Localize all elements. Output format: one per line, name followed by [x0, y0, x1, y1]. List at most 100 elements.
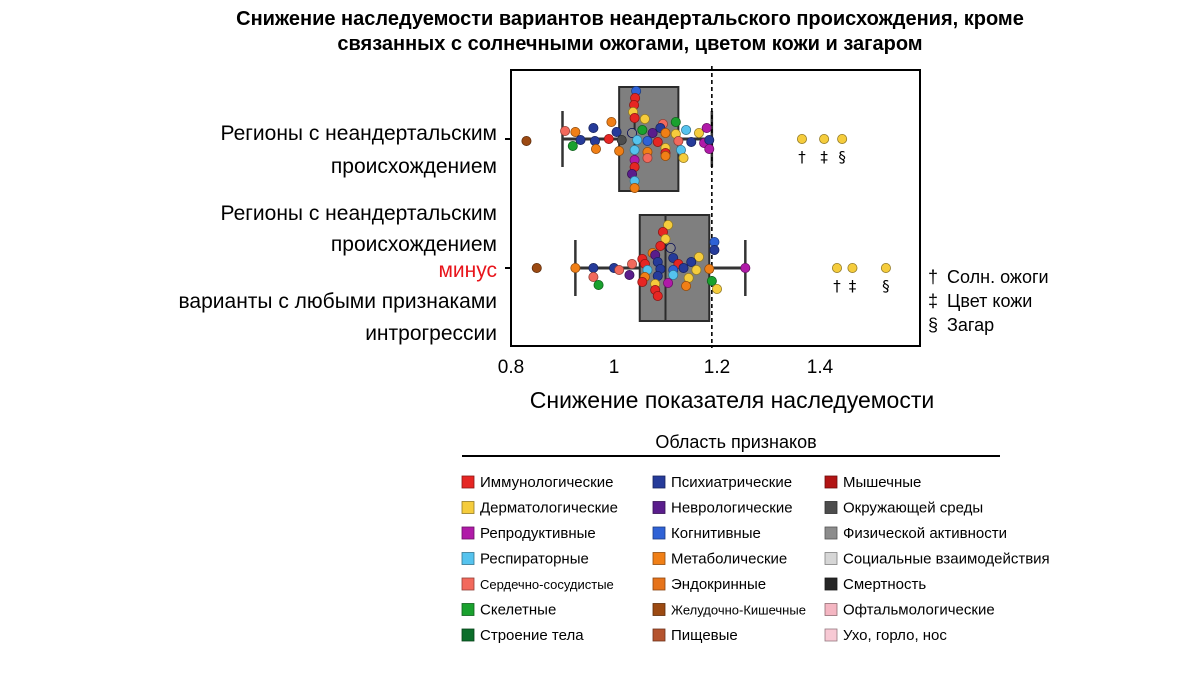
- x-axis-label: Снижение показателя наследуемости: [530, 387, 934, 413]
- row-1-outlier-2: [819, 133, 830, 144]
- legend-item-blue2: Когнитивные: [652, 525, 761, 542]
- row-1-point-43: [704, 143, 715, 154]
- legend-item-orange: Метаболические: [652, 551, 787, 568]
- symbol-key-label-sunburn: Солн. ожоги: [947, 267, 1049, 287]
- row-1-point-16: [647, 127, 658, 138]
- row-2-point-17: [686, 256, 697, 267]
- legend-swatch-blue2: [652, 526, 666, 540]
- legend-swatch-brown2: [652, 628, 666, 642]
- row-2-point-4: [655, 240, 666, 251]
- row-1-point-21: [701, 123, 712, 134]
- row-2-outlier-symbol-2: ‡: [849, 277, 857, 295]
- row-1-point-20: [693, 127, 704, 138]
- row-2-point-12: [693, 251, 704, 262]
- row-1-outlier-symbol-2: ‡: [820, 148, 828, 166]
- row-1-point-14: [627, 127, 638, 138]
- legend-swatch-red: [461, 475, 475, 489]
- legend-label-dgreen: Строение тела: [480, 627, 584, 644]
- row-1-point-37: [614, 145, 625, 156]
- row-1-label-line-1: Регионы с неандертальским: [220, 122, 497, 145]
- legend-swatch-dgreen: [461, 628, 475, 642]
- legend-label-black: Смертность: [843, 576, 926, 593]
- row-1-point-28: [632, 134, 643, 145]
- legend-label-red: Иммунологические: [480, 474, 613, 491]
- legend-swatch-green: [461, 603, 475, 616]
- row-2-point-13: [627, 258, 638, 269]
- symbol-dagger: †: [928, 267, 938, 287]
- row-2-label-line-4: варианты с любыми признаками: [179, 290, 497, 313]
- legend-item-black: Смертность: [824, 576, 926, 593]
- row-1-point-9: [606, 117, 617, 128]
- x-tick-label-0: 0.8: [498, 357, 524, 378]
- symbol-key: † Солн. ожоги ‡ Цвет кожи § Загар: [928, 267, 1049, 335]
- row-1-point-24: [575, 134, 586, 145]
- row-2-label-line-1: Регионы с неандертальским: [220, 202, 497, 225]
- row-1-point-8: [670, 117, 681, 128]
- legend-label-brown2: Пищевые: [671, 627, 738, 644]
- legend-item-gray: Окружающей среды: [824, 500, 983, 517]
- row-1-point-32: [686, 136, 697, 147]
- row-1-outlier-3: [837, 133, 848, 144]
- row-1-point-15: [637, 125, 648, 136]
- legend-swatch-lgray: [824, 552, 838, 565]
- x-tick-label-1: 1: [609, 357, 620, 378]
- legend-swatch-magenta: [461, 526, 475, 540]
- row-1-point-45: [660, 150, 671, 161]
- row-2-point-44: [652, 290, 663, 301]
- legend-label-blue2: Когнитивные: [671, 525, 761, 542]
- row-1-point-12: [570, 127, 581, 138]
- row-2-point-20: [588, 262, 599, 273]
- legend-item-red: Иммунологические: [461, 474, 613, 491]
- row-1-label-line-2: происхождением: [331, 155, 497, 178]
- legend-swatch-orange2: [652, 577, 666, 591]
- legend-swatch-violet: [652, 501, 666, 514]
- legend: Область признаков Иммунологические Дермат…: [461, 432, 1050, 644]
- symbol-key-label-skin-color: Цвет кожи: [947, 291, 1032, 311]
- legend-swatch-gray2: [824, 526, 838, 540]
- symbol-key-label-tanning: Загар: [947, 315, 994, 335]
- legend-item-navy: Психиатрические: [652, 474, 792, 491]
- row-1-outlier-symbol-3: §: [838, 148, 846, 166]
- outlier-points: † ‡ § † ‡ §: [796, 133, 891, 295]
- legend-label-lgray: Социальные взаимодействия: [843, 551, 1050, 568]
- legend-item-lgray: Социальные взаимодействия: [824, 551, 1050, 568]
- row-1-outlier-1: [796, 133, 807, 144]
- legend-label-gray: Окружающей среды: [843, 500, 983, 517]
- legend-item-dred: Мышечные: [824, 474, 921, 491]
- legend-label-green: Скелетные: [480, 602, 556, 619]
- row-1-point-5: [629, 113, 640, 124]
- data-points: [521, 86, 751, 301]
- row-1-point-31: [673, 135, 684, 146]
- row-2-point-1: [663, 219, 674, 230]
- legend-label-brown: Желудочно-Кишечные: [671, 603, 806, 618]
- row-2-point-40: [663, 277, 674, 288]
- row-2-point-8: [709, 244, 720, 255]
- row-2-point-28: [704, 263, 715, 274]
- row-1-point-34: [704, 134, 715, 145]
- legend-label-magenta: Репродуктивные: [480, 525, 596, 542]
- row-2-point-37: [593, 279, 604, 290]
- legend-label-orange: Метаболические: [671, 551, 787, 568]
- row-1-outlier-symbol-1: †: [798, 148, 806, 166]
- legend-label-dred: Мышечные: [843, 474, 921, 491]
- row-2-labels: Регионы с неандертальским происхождением…: [179, 202, 497, 345]
- legend-swatch-black: [824, 577, 838, 591]
- row-2-point-18: [531, 262, 542, 273]
- legend-item-brown2: Пищевые: [652, 627, 738, 644]
- row-2-outlier-2: [847, 262, 858, 273]
- chart-title-line-2: связанных с солнечными ожогами, цветом к…: [337, 33, 922, 55]
- legend-label-orange2: Эндокринные: [671, 576, 766, 593]
- row-1-point-18: [660, 127, 671, 138]
- legend-label-pink2: Ухо, горло, нос: [843, 627, 947, 644]
- row-1-point-35: [567, 140, 578, 151]
- row-2-label-line-2: происхождением: [331, 233, 497, 256]
- legend-swatch-lblue: [461, 552, 475, 565]
- row-1-point-13: [611, 127, 622, 138]
- legend-item-brown: Желудочно-Кишечные: [652, 603, 806, 618]
- legend-swatch-pink: [824, 603, 838, 616]
- row-2-label-minus: минус: [438, 259, 497, 282]
- row-2-outlier-symbol-3: §: [882, 277, 890, 295]
- symbol-key-item-2: ‡ Цвет кожи: [928, 291, 1032, 311]
- legend-item-derm: Дерматологические: [461, 500, 618, 517]
